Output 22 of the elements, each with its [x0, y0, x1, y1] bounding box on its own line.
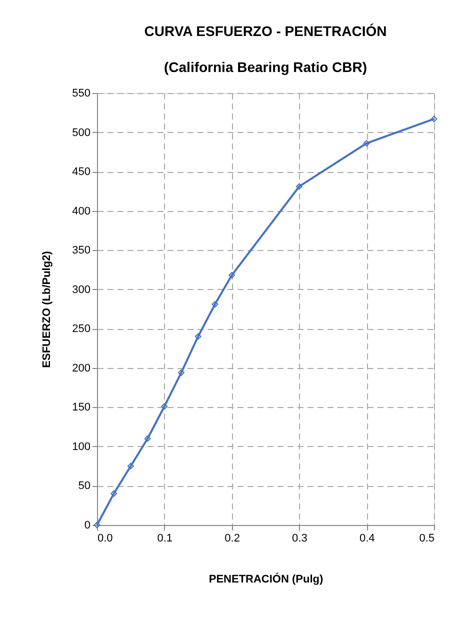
- y-tick-label: 50: [78, 480, 90, 492]
- x-tick-label: 0.2: [224, 532, 240, 544]
- x-tick-label: 0.0: [98, 532, 113, 544]
- x-tick-label: 0.3: [292, 532, 308, 544]
- y-tick-label: 200: [72, 362, 90, 374]
- y-tick-label: 350: [72, 244, 90, 257]
- y-axis-title: ESFUERZO (Lb/Pulg2): [41, 250, 54, 368]
- y-tick-label: 450: [72, 166, 90, 178]
- x-tick-label: 0.4: [359, 532, 375, 544]
- x-axis-title: PENETRACIÓN (Pulg): [208, 572, 324, 586]
- y-tick-label: 500: [72, 126, 90, 139]
- chart-title: CURVA ESFUERZO - PENETRACIÓN: [144, 23, 387, 39]
- y-tick-label: 550: [72, 88, 90, 100]
- y-tick-label: 250: [72, 323, 90, 336]
- x-tick-label: 0.1: [157, 532, 173, 544]
- chart-subtitle: (California Bearing Ratio CBR): [164, 59, 368, 75]
- y-tick-label: 0: [84, 520, 90, 532]
- y-tick-label: 150: [72, 402, 90, 414]
- y-tick-label: 300: [72, 284, 90, 296]
- x-tick-label: 0.5: [419, 532, 434, 544]
- y-tick-label: 100: [72, 440, 90, 453]
- y-tick-label: 400: [72, 205, 90, 218]
